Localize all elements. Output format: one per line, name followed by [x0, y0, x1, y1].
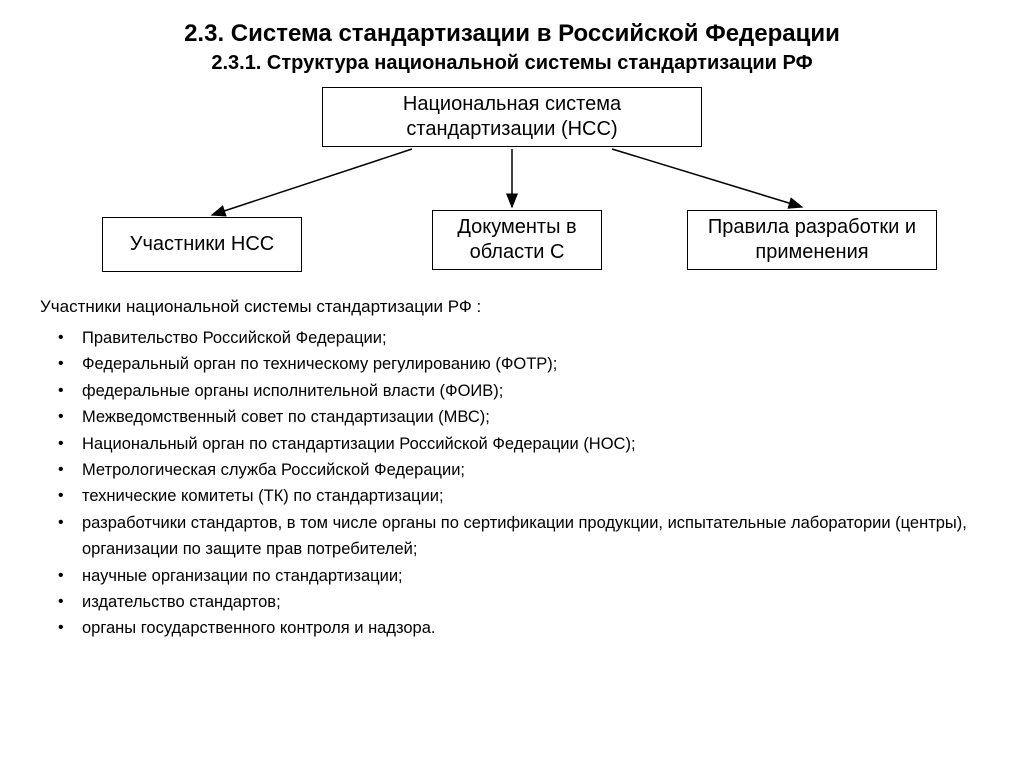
- list-item: Правительство Российской Федерации;: [40, 325, 984, 351]
- list-item: Метрологическая служба Российской Федера…: [40, 457, 984, 483]
- tree-child-node: Правила разработки и применения: [687, 210, 937, 270]
- list-item: Межведомственный совет по стандартизации…: [40, 404, 984, 430]
- tree-root-node: Национальная система стандартизации (НСС…: [322, 87, 702, 147]
- list-item: Федеральный орган по техническому регули…: [40, 351, 984, 377]
- tree-child-node: Документы в области С: [432, 210, 602, 270]
- list-item: федеральные органы исполнительной власти…: [40, 378, 984, 404]
- list-item: научные организации по стандартизации;: [40, 563, 984, 589]
- list-item: органы государственного контроля и надзо…: [40, 615, 984, 641]
- tree-child-node: Участники НСС: [102, 217, 302, 272]
- list-item: технические комитеты (ТК) по стандартиза…: [40, 483, 984, 509]
- tree-diagram: Национальная система стандартизации (НСС…: [62, 87, 962, 277]
- list-item: Национальный орган по стандартизации Рос…: [40, 431, 984, 457]
- section-subtitle: 2.3.1. Структура национальной системы ст…: [40, 52, 984, 75]
- list-item: издательство стандартов;: [40, 589, 984, 615]
- list-heading: Участники национальной системы стандарти…: [40, 297, 984, 317]
- list-item: разработчики стандартов, в том числе орг…: [40, 510, 984, 563]
- section-title: 2.3. Система стандартизации в Российской…: [40, 20, 984, 48]
- participants-list: Правительство Российской Федерации; Феде…: [40, 325, 984, 642]
